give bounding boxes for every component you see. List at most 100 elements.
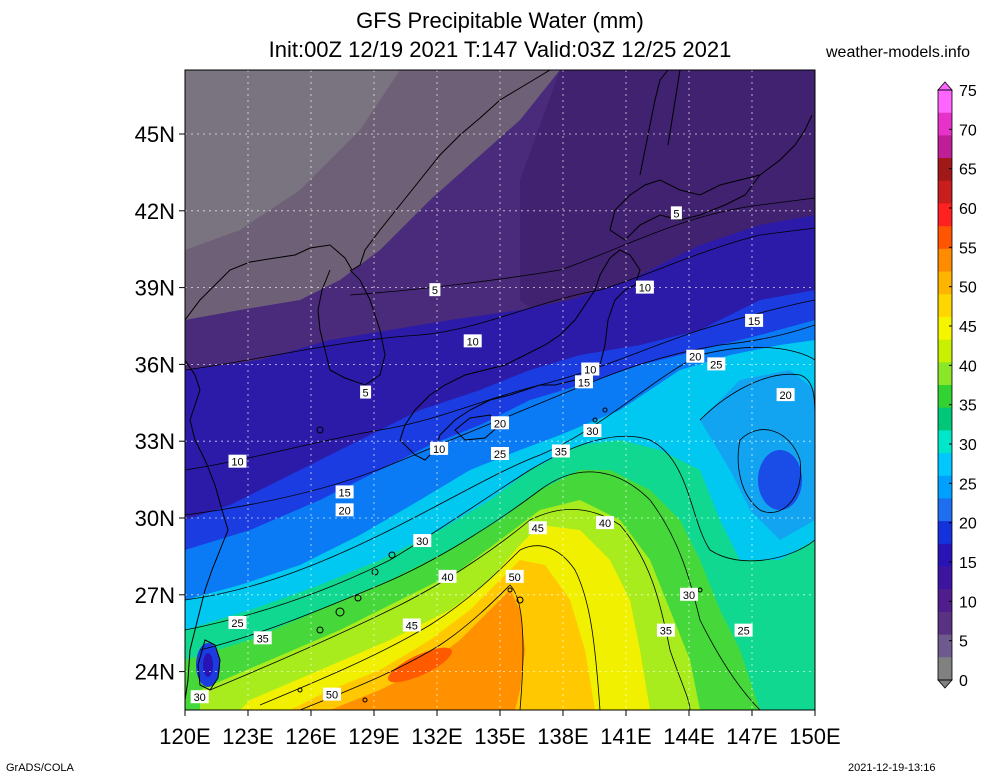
map-title: GFS Precipitable Water (mm) <box>356 8 644 33</box>
colorbar-tick-label: 40 <box>959 358 977 375</box>
contour-label-bg <box>680 587 698 601</box>
contour-label: 30 <box>416 536 428 548</box>
colorbar-cell <box>938 180 952 204</box>
colorbar-cell <box>938 248 952 273</box>
lat-label: 33N <box>135 429 175 454</box>
contour-label-bg <box>707 357 726 371</box>
lat-label: 45N <box>135 122 175 147</box>
colorbar-cell <box>938 475 952 499</box>
contour-label: 10 <box>231 457 243 469</box>
colorbar-cell <box>938 543 952 568</box>
colorbar-tick-label: 20 <box>959 516 977 533</box>
colorbar-tick-label: 75 <box>959 83 977 100</box>
lon-label: 144E <box>663 724 714 749</box>
pw-field <box>185 70 815 710</box>
contour-label: 35 <box>257 633 269 645</box>
colorbar-cell <box>938 634 952 658</box>
contour-label-bg <box>323 687 341 701</box>
lon-label: 141E <box>600 724 651 749</box>
contour-label: 15 <box>748 316 760 328</box>
contour-label: 40 <box>599 518 611 530</box>
colorbar-cell <box>938 657 952 681</box>
contour-label-bg <box>253 631 272 645</box>
contour-lines <box>185 197 815 710</box>
lat-label: 27N <box>135 583 175 608</box>
latitude-labels: 45N 42N 39N 36N 33N 30N 27N 24N <box>135 122 175 685</box>
colorbar-cell <box>938 90 952 114</box>
contour-label-bg <box>583 423 602 437</box>
contour-label: 50 <box>326 690 338 702</box>
contour-label: 35 <box>555 446 567 458</box>
colorbar-cell <box>938 362 952 386</box>
colorbar-cell <box>938 589 952 613</box>
contour-label-bg <box>491 447 509 460</box>
contour-label-bg <box>430 441 449 455</box>
colorbar-cell <box>938 339 952 363</box>
colorbar-cell <box>938 271 952 295</box>
colorbar-cell <box>938 316 952 341</box>
contour-label-bg <box>463 334 482 348</box>
colorbar-cell <box>938 226 952 250</box>
contour-label-bg <box>670 206 682 220</box>
contour-label-bg <box>528 521 547 535</box>
contour-label: 10 <box>639 283 651 295</box>
longitude-labels: 120E 123E 126E 129E 132E 135E 138E 141E 144E 147E… <box>159 724 840 749</box>
contour-label: 30 <box>586 426 598 438</box>
contour-label-bg <box>429 283 441 297</box>
contour-value-labels: 5551010101010151515202020202525252530303… <box>190 206 795 704</box>
colorbar-cell <box>938 385 952 409</box>
contour-label: 5 <box>432 285 438 297</box>
contour-label-bg <box>551 444 570 458</box>
contour-label-bg <box>505 569 524 583</box>
contour-label: 15 <box>338 487 350 499</box>
colorbar-bottom-arrow <box>937 679 953 689</box>
lon-label: 126E <box>285 724 336 749</box>
contour-label: 20 <box>689 352 701 364</box>
contour-label: 30 <box>683 590 695 602</box>
colorbar-tick-label: 10 <box>959 594 977 611</box>
colorbar-tick-label: 35 <box>959 398 977 415</box>
colorbar-cell <box>938 566 952 590</box>
islands <box>297 407 703 703</box>
coastlines <box>185 70 813 701</box>
lat-label: 36N <box>135 352 175 377</box>
colorbar-tick-label: 65 <box>959 162 977 179</box>
colorbar-top-arrow <box>937 81 953 91</box>
lon-label: 132E <box>411 724 462 749</box>
contour-label-bg <box>686 349 705 363</box>
contour-label: 45 <box>532 523 544 535</box>
contour-label: 15 <box>578 377 590 389</box>
contour-label: 25 <box>231 618 243 630</box>
contour-label: 20 <box>779 390 791 402</box>
colorbar-cell <box>938 521 952 545</box>
contour-label: 30 <box>194 692 206 704</box>
contour-label-bg <box>745 313 764 327</box>
contour-label: 25 <box>710 359 722 371</box>
contour-label-bg <box>335 485 354 499</box>
contour-label: 25 <box>737 626 749 638</box>
lon-label: 147E <box>726 724 777 749</box>
colorbar-tick-label: 15 <box>959 555 977 572</box>
colorbar-cell <box>938 135 952 159</box>
lat-label: 42N <box>135 199 175 224</box>
contour-label-bg <box>335 503 354 517</box>
contour-label-bg <box>596 516 614 530</box>
contour-label-bg <box>190 690 209 704</box>
lon-label: 120E <box>159 724 210 749</box>
contour-label-bg <box>491 416 509 430</box>
colorbar-tick-label: 25 <box>959 476 977 493</box>
contour-label-bg <box>402 618 421 632</box>
contour-label-bg <box>734 623 753 637</box>
colorbar-cells <box>937 81 953 689</box>
colorbar-cell <box>938 453 952 477</box>
contour-label-bg <box>413 534 432 548</box>
footer-credit: GrADS/COLA <box>6 762 74 774</box>
contour-label-bg <box>228 615 247 629</box>
contour-label: 10 <box>584 365 596 377</box>
colorbar-cell <box>938 112 952 136</box>
colorbar-cell <box>938 203 952 227</box>
colorbar-cell <box>938 294 952 318</box>
lon-label: 123E <box>222 724 273 749</box>
colorbar-tick-label: 70 <box>959 122 977 139</box>
colorbar-frame <box>937 89 953 681</box>
